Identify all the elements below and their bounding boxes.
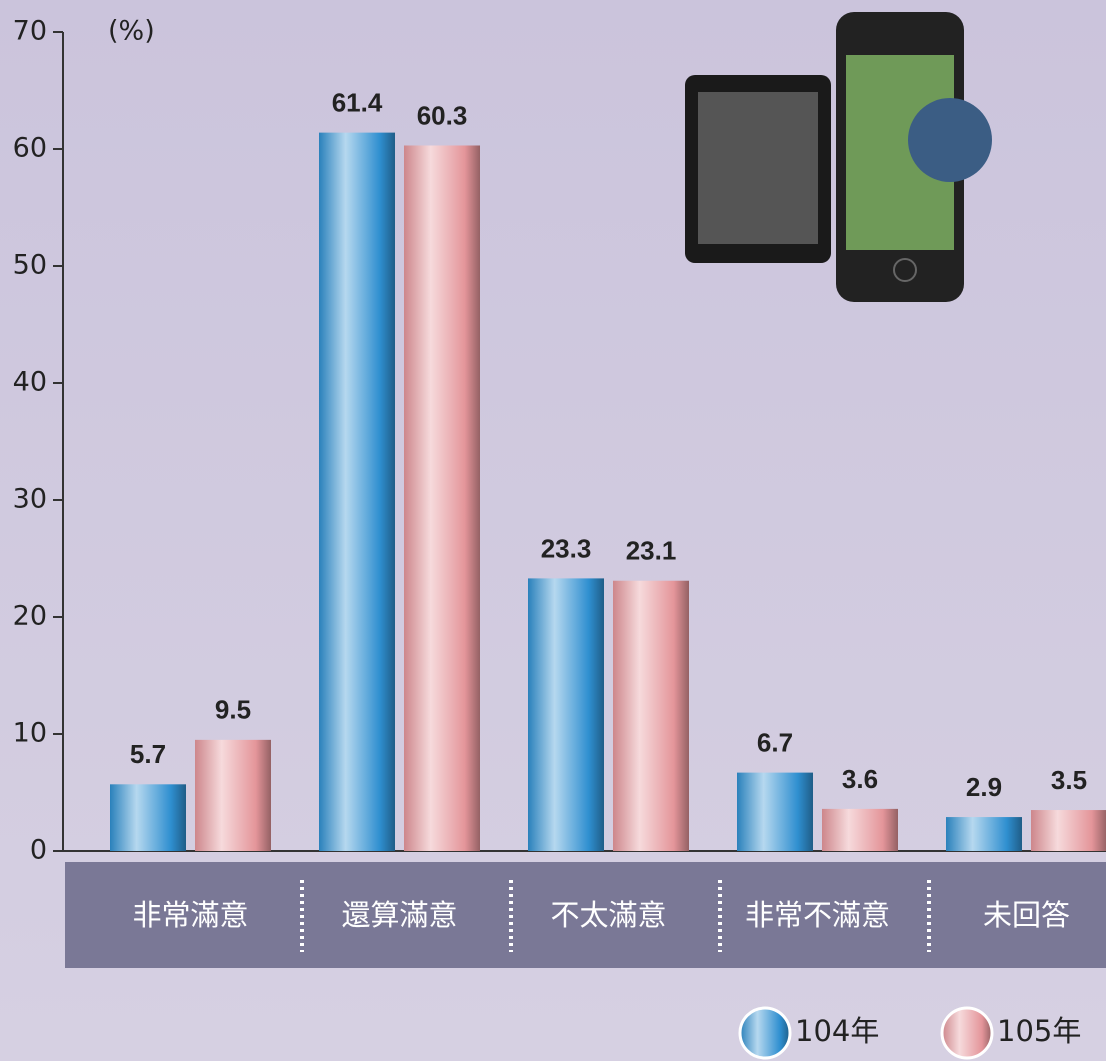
value-label: 5.7 xyxy=(130,739,166,769)
value-label: 9.5 xyxy=(215,695,251,725)
value-label: 3.6 xyxy=(842,764,878,794)
bar xyxy=(822,808,898,851)
y-tick-label: 10 xyxy=(13,718,47,749)
y-axis-unit: (%) xyxy=(108,16,155,47)
y-tick-label: 60 xyxy=(13,133,47,164)
category-label: 未回答 xyxy=(983,898,1070,932)
y-tick-label: 20 xyxy=(13,601,47,632)
bar xyxy=(1031,810,1106,851)
value-label: 23.1 xyxy=(626,536,677,566)
legend-label: 104年 xyxy=(795,1014,879,1048)
bar xyxy=(528,578,604,851)
bar xyxy=(737,772,813,851)
category-strip xyxy=(65,862,1106,968)
value-label: 61.4 xyxy=(332,87,383,117)
legend-swatch xyxy=(738,1006,792,1060)
y-tick-label: 70 xyxy=(13,16,47,47)
bar xyxy=(946,817,1022,851)
bar xyxy=(195,739,271,851)
bar xyxy=(613,580,689,851)
value-label: 23.3 xyxy=(541,533,592,563)
legend-label: 105年 xyxy=(997,1014,1081,1048)
category-label: 非常滿意 xyxy=(132,898,248,932)
value-label: 3.5 xyxy=(1051,765,1087,795)
category-label: 非常不滿意 xyxy=(745,898,890,932)
y-tick-label: 30 xyxy=(13,484,47,515)
value-label: 60.3 xyxy=(417,100,468,130)
device-illustration xyxy=(685,12,992,302)
value-label: 6.7 xyxy=(757,727,793,757)
y-tick-label: 50 xyxy=(13,250,47,281)
category-label: 還算滿意 xyxy=(341,898,457,932)
y-tick-label: 40 xyxy=(13,367,47,398)
bar xyxy=(404,145,480,852)
value-label: 2.9 xyxy=(966,772,1002,802)
bar xyxy=(319,132,395,851)
legend-swatch xyxy=(940,1006,994,1060)
y-tick-label: 0 xyxy=(30,835,47,866)
bar xyxy=(110,784,186,851)
category-label: 不太滿意 xyxy=(550,898,666,932)
